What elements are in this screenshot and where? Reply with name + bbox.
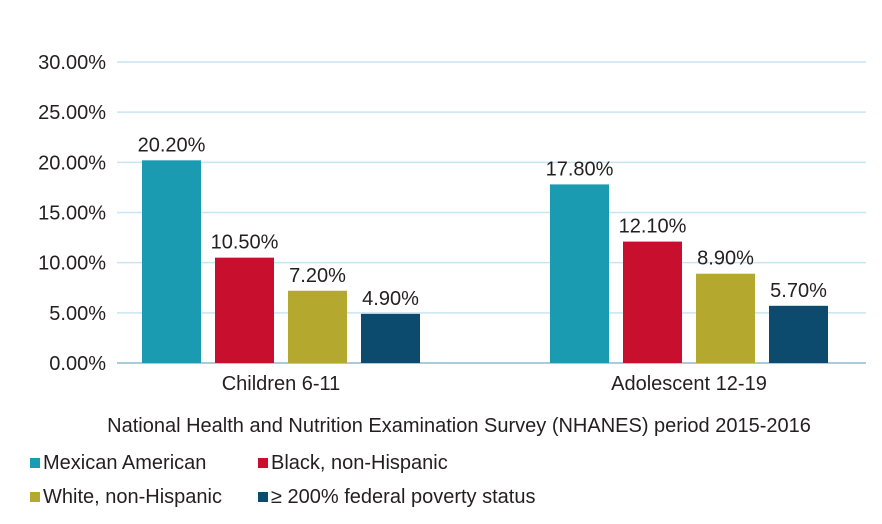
x-tick-label: Adolescent 12-19 <box>611 373 767 395</box>
legend-swatch <box>30 458 40 468</box>
y-tick-label: 15.00% <box>38 203 106 225</box>
x-tick-label: Children 6-11 <box>222 373 341 395</box>
data-label: 12.10% <box>619 216 687 238</box>
data-label: 10.50% <box>211 232 279 254</box>
bar <box>623 241 682 363</box>
data-label: 4.90% <box>362 288 419 310</box>
y-tick-label: 25.00% <box>38 102 106 124</box>
bars <box>142 160 828 363</box>
data-label: 8.90% <box>697 248 754 270</box>
legend-swatch <box>258 492 268 502</box>
data-label: 20.20% <box>138 134 206 156</box>
legend-label: Black, non-Hispanic <box>271 452 448 474</box>
x-axis-title: National Health and Nutrition Examinatio… <box>107 415 811 437</box>
y-tick-label: 10.00% <box>38 253 106 275</box>
x-axis-categories: Children 6-11 Adolescent 12-19 <box>222 373 767 395</box>
bar <box>215 257 274 363</box>
data-label: 7.20% <box>289 265 346 287</box>
legend-label: Mexican American <box>43 452 206 474</box>
y-tick-label: 20.00% <box>38 152 106 174</box>
legend: Mexican American Black, non-Hispanic White… <box>30 452 535 508</box>
bar <box>288 290 347 363</box>
bar <box>361 313 420 363</box>
data-label: 5.70% <box>770 280 827 302</box>
data-labels: 20.20% 10.50% 7.20% 4.90% 17.80% 12.10% 8.90% 5… <box>138 134 827 310</box>
legend-swatch <box>30 492 40 502</box>
legend-swatch <box>258 458 268 468</box>
legend-label: White, non-Hispanic <box>43 486 222 508</box>
bar <box>696 273 755 363</box>
y-tick-label: 5.00% <box>49 303 106 325</box>
legend-label: ≥ 200% federal poverty status <box>271 486 535 508</box>
data-label: 17.80% <box>546 158 614 180</box>
bar <box>142 160 201 363</box>
y-tick-label: 0.00% <box>49 353 106 375</box>
y-axis-ticks: 0.00% 5.00% 10.00% 15.00% 20.00% 25.00% 30.00% <box>38 52 106 375</box>
y-tick-label: 30.00% <box>38 52 106 74</box>
bar <box>769 305 828 363</box>
bar <box>550 184 609 363</box>
